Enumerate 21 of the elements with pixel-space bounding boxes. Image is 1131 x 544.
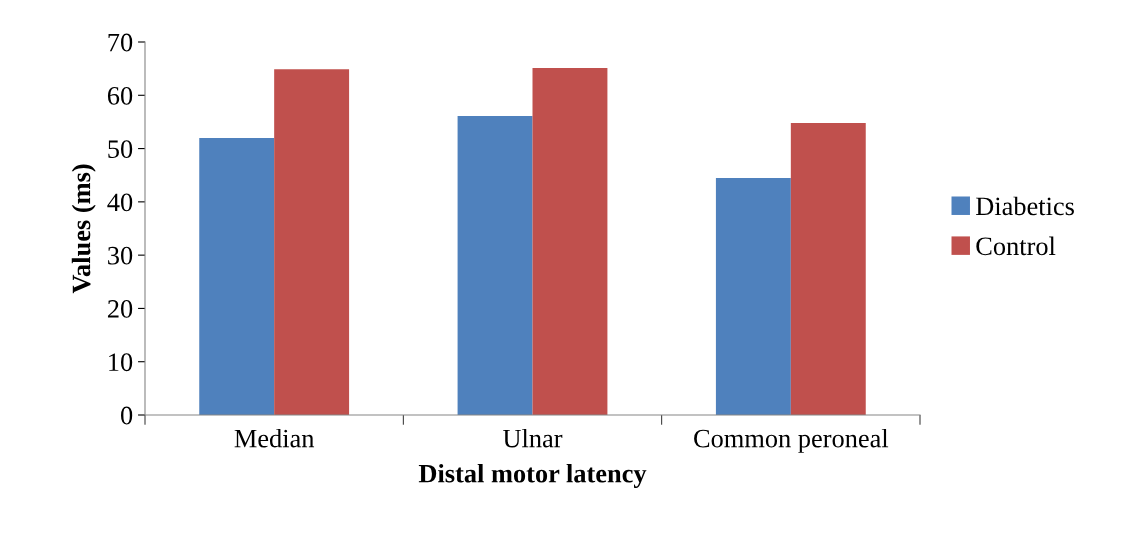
- y-tick-label: 50: [108, 140, 133, 158]
- bar: [715, 177, 791, 415]
- legend-label: Diabetics: [976, 196, 1074, 216]
- bar: [274, 69, 350, 415]
- y-tick-label: 40: [107, 193, 133, 212]
- legend-label: Control: [976, 236, 1056, 256]
- bar: [199, 137, 275, 415]
- bar: [790, 122, 866, 415]
- bar: [532, 68, 608, 415]
- y-tick-label: 10: [109, 353, 133, 372]
- bar: [457, 116, 533, 415]
- y-tick-label: 60: [107, 86, 133, 105]
- y-tick-label: 70: [108, 33, 133, 52]
- y-tick-label: 20: [107, 300, 133, 318]
- x-tick-label: Common peroneal: [694, 428, 889, 453]
- x-axis-title: Distal motor latency: [418, 463, 647, 488]
- x-tick-label: Ulnar: [503, 428, 563, 448]
- y-tick-label: 0: [121, 406, 133, 425]
- y-tick-label: 30: [108, 246, 133, 265]
- y-axis-title: Values (ms): [71, 164, 96, 294]
- x-tick-label: Median: [234, 428, 315, 448]
